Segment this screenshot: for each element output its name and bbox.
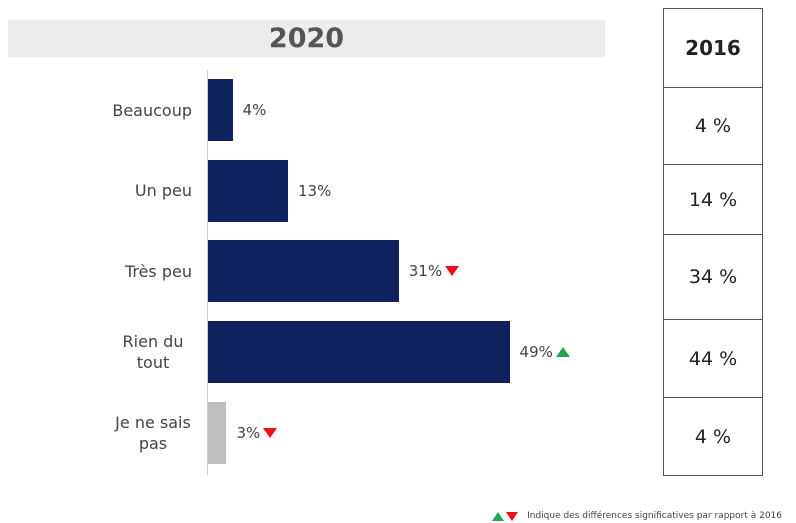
value-label-group: 49% [520,321,570,383]
value-label: 13% [298,181,332,200]
category-label: Beaucoup [40,79,192,141]
table-cell: 4 % [663,398,763,476]
value-label-group: 13% [298,160,331,222]
footnote: Indique des différences significatives p… [491,511,782,521]
value-label-group: 4% [243,79,267,141]
category-text: Beaucoup [112,100,192,120]
value-label: 3% [236,423,261,442]
significance-marker [492,511,505,521]
title-band [8,20,605,57]
value-label: 31% [408,262,443,281]
category-text: Je ne sais pas [115,412,191,453]
category-label: Un peu [40,160,192,222]
bar [208,240,399,303]
table-cell: 4 % [663,87,763,165]
table-cell: 14 % [663,165,763,235]
category-text: Rien du tout [122,332,184,373]
table-cell: 34 % [663,235,763,320]
bar [208,401,227,464]
significance-marker [445,266,460,277]
category-text: Un peu [134,181,192,201]
significance-marker [263,427,278,438]
significance-marker [555,347,570,358]
value-label-group: 31% [408,240,460,302]
bar [208,321,510,384]
value-label: 4% [242,101,267,119]
table-header: 2016 [663,8,763,88]
category-text: Très peu [124,261,192,281]
category-axis [207,70,208,475]
bar [208,159,288,222]
table-cell: 44 % [663,320,763,398]
category-label: Je ne sais pas [40,402,192,464]
significance-marker [506,511,519,521]
footnote-icons [491,511,519,521]
value-label-group: 3% [236,402,278,464]
category-label: Rien du tout [40,321,192,383]
category-label: Très peu [40,240,192,302]
chart-title: 2020 [268,23,345,54]
bar [208,79,233,141]
value-label: 49% [519,343,553,362]
footnote-text: Indique des différences significatives p… [527,511,782,521]
